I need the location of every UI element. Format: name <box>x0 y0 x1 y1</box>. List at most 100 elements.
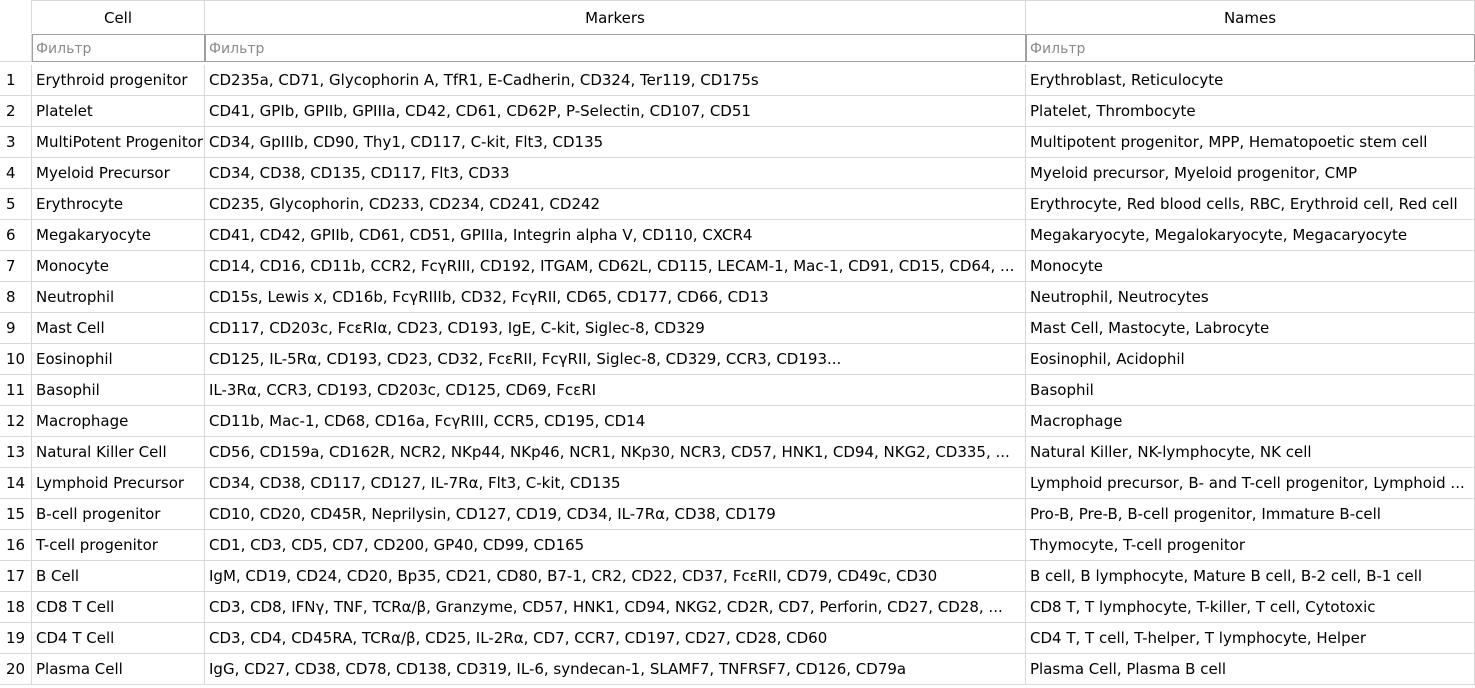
cell-name[interactable]: Plasma Cell <box>32 654 205 685</box>
cell-markers[interactable]: CD15s, Lewis x, CD16b, FcγRIIIb, CD32, F… <box>205 282 1026 313</box>
cell-names[interactable]: Thymocyte, T-cell progenitor <box>1026 530 1475 561</box>
cell-name[interactable]: Macrophage <box>32 406 205 437</box>
cell-names[interactable]: Mast Cell, Mastocyte, Labrocyte <box>1026 313 1475 344</box>
cell-markers[interactable]: CD14, CD16, CD11b, CCR2, FcγRIII, CD192,… <box>205 251 1026 282</box>
cell-name[interactable]: Erythroid progenitor <box>32 65 205 96</box>
table-row[interactable]: 3 MultiPotent Progenitor CD34, GpIIIb, CD9… <box>0 127 1475 158</box>
cell-name[interactable]: Erythrocyte <box>32 189 205 220</box>
table-row[interactable]: 4 Myeloid Precursor CD34, CD38, CD135, CD1… <box>0 158 1475 189</box>
cell-markers[interactable]: IL-3Rα, CCR3, CD193, CD203c, CD125, CD69… <box>205 375 1026 406</box>
row-number: 6 <box>0 220 32 251</box>
cell-markers[interactable]: CD10, CD20, CD45R, Neprilysin, CD127, CD… <box>205 499 1026 530</box>
table-row[interactable]: 2 Platelet CD41, GPIb, GPIIb, GPIIIa, CD42… <box>0 96 1475 127</box>
filter-input-markers[interactable]: Фильтр <box>205 34 1026 62</box>
cell-markers[interactable]: CD235, Glycophorin, CD233, CD234, CD241,… <box>205 189 1026 220</box>
table-row[interactable]: 9 Mast Cell CD117, CD203c, FcεRIα, CD23, C… <box>0 313 1475 344</box>
cell-name[interactable]: B-cell progenitor <box>32 499 205 530</box>
cell-names[interactable]: Natural Killer, NK-lymphocyte, NK cell <box>1026 437 1475 468</box>
cell-markers[interactable]: CD41, CD42, GPIIb, CD61, CD51, GPIIIa, I… <box>205 220 1026 251</box>
table-row[interactable]: 14 Lymphoid Precursor CD34, CD38, CD117, C… <box>0 468 1475 499</box>
cell-markers[interactable]: CD41, GPIb, GPIIb, GPIIIa, CD42, CD61, C… <box>205 96 1026 127</box>
cell-name[interactable]: CD8 T Cell <box>32 592 205 623</box>
row-number: 8 <box>0 282 32 313</box>
cell-markers[interactable]: CD34, GpIIIb, CD90, Thy1, CD117, C-kit, … <box>205 127 1026 158</box>
cell-names[interactable]: Megakaryocyte, Megalokaryocyte, Megacary… <box>1026 220 1475 251</box>
table-row[interactable]: 18 CD8 T Cell CD3, CD8, IFNγ, TNF, TCRα/β,… <box>0 592 1475 623</box>
cell-names[interactable]: Basophil <box>1026 375 1475 406</box>
cell-names[interactable]: Platelet, Thrombocyte <box>1026 96 1475 127</box>
cell-names[interactable]: Macrophage <box>1026 406 1475 437</box>
cell-name[interactable]: B Cell <box>32 561 205 592</box>
cell-markers[interactable]: CD3, CD8, IFNγ, TNF, TCRα/β, Granzyme, C… <box>205 592 1026 623</box>
cell-names[interactable]: Myeloid precursor, Myeloid progenitor, C… <box>1026 158 1475 189</box>
cell-names[interactable]: Eosinophil, Acidophil <box>1026 344 1475 375</box>
table-top-border <box>0 0 1475 1</box>
cell-markers[interactable]: IgM, CD19, CD24, CD20, Bp35, CD21, CD80,… <box>205 561 1026 592</box>
table-row[interactable]: 15 B-cell progenitor CD10, CD20, CD45R, Ne… <box>0 499 1475 530</box>
cell-name[interactable]: Lymphoid Precursor <box>32 468 205 499</box>
cell-names[interactable]: CD8 T, T lymphocyte, T-killer, T cell, C… <box>1026 592 1475 623</box>
cell-names[interactable]: Pro-B, Pre-B, B-cell progenitor, Immatur… <box>1026 499 1475 530</box>
row-number: 9 <box>0 313 32 344</box>
cell-names[interactable]: Erythrocyte, Red blood cells, RBC, Eryth… <box>1026 189 1475 220</box>
cell-names[interactable]: CD4 T, T cell, T-helper, T lymphocyte, H… <box>1026 623 1475 654</box>
cell-names[interactable]: Multipotent progenitor, MPP, Hematopoeti… <box>1026 127 1475 158</box>
table-row[interactable]: 13 Natural Killer Cell CD56, CD159a, CD162… <box>0 437 1475 468</box>
cell-names[interactable]: B cell, B lymphocyte, Mature B cell, B-2… <box>1026 561 1475 592</box>
cell-markers[interactable]: CD235a, CD71, Glycophorin A, TfR1, E-Cad… <box>205 65 1026 96</box>
cell-markers[interactable]: CD117, CD203c, FcεRIα, CD23, CD193, IgE,… <box>205 313 1026 344</box>
filter-input-names[interactable]: Фильтр <box>1026 34 1475 62</box>
cell-names[interactable]: Lymphoid precursor, B- and T-cell progen… <box>1026 468 1475 499</box>
cell-markers[interactable]: IgG, CD27, CD38, CD78, CD138, CD319, IL-… <box>205 654 1026 685</box>
cell-name[interactable]: Megakaryocyte <box>32 220 205 251</box>
corner-header <box>0 0 32 33</box>
table-row[interactable]: 11 Basophil IL-3Rα, CCR3, CD193, CD203c, C… <box>0 375 1475 406</box>
cell-names[interactable]: Monocyte <box>1026 251 1475 282</box>
table-row[interactable]: 20 Plasma Cell IgG, CD27, CD38, CD78, CD13… <box>0 654 1475 685</box>
cell-name[interactable]: Eosinophil <box>32 344 205 375</box>
cell-markers[interactable]: CD3, CD4, CD45RA, TCRα/β, CD25, IL-2Rα, … <box>205 623 1026 654</box>
cell-name[interactable]: Basophil <box>32 375 205 406</box>
table-row[interactable]: 6 Megakaryocyte CD41, CD42, GPIIb, CD61, C… <box>0 220 1475 251</box>
cell-name[interactable]: Neutrophil <box>32 282 205 313</box>
cell-name[interactable]: Mast Cell <box>32 313 205 344</box>
row-number: 11 <box>0 375 32 406</box>
cell-name[interactable]: T-cell progenitor <box>32 530 205 561</box>
table-row[interactable]: 7 Monocyte CD14, CD16, CD11b, CCR2, FcγRII… <box>0 251 1475 282</box>
cell-markers[interactable]: CD34, CD38, CD135, CD117, Flt3, CD33 <box>205 158 1026 189</box>
column-header-markers[interactable]: Markers <box>205 0 1026 33</box>
row-number: 18 <box>0 592 32 623</box>
row-number: 20 <box>0 654 32 685</box>
column-header-cell[interactable]: Cell <box>32 0 205 33</box>
cell-markers[interactable]: CD125, IL-5Rα, CD193, CD23, CD32, FcεRII… <box>205 344 1026 375</box>
filter-row-spacer <box>0 34 32 62</box>
table-row[interactable]: 19 CD4 T Cell CD3, CD4, CD45RA, TCRα/β, CD… <box>0 623 1475 654</box>
cell-markers[interactable]: CD34, CD38, CD117, CD127, IL-7Rα, Flt3, … <box>205 468 1026 499</box>
cell-name[interactable]: CD4 T Cell <box>32 623 205 654</box>
column-header-names[interactable]: Names <box>1026 0 1475 33</box>
table-row[interactable]: 12 Macrophage CD11b, Mac-1, CD68, CD16a, F… <box>0 406 1475 437</box>
row-number: 14 <box>0 468 32 499</box>
row-number: 5 <box>0 189 32 220</box>
cell-names[interactable]: Erythroblast, Reticulocyte <box>1026 65 1475 96</box>
table-row[interactable]: 8 Neutrophil CD15s, Lewis x, CD16b, FcγRII… <box>0 282 1475 313</box>
cell-name[interactable]: Monocyte <box>32 251 205 282</box>
cell-name[interactable]: Natural Killer Cell <box>32 437 205 468</box>
cell-name[interactable]: Platelet <box>32 96 205 127</box>
cell-names[interactable]: Plasma Cell, Plasma B cell <box>1026 654 1475 685</box>
cell-markers[interactable]: CD56, CD159a, CD162R, NCR2, NKp44, NKp46… <box>205 437 1026 468</box>
cell-names[interactable]: Neutrophil, Neutrocytes <box>1026 282 1475 313</box>
row-number: 12 <box>0 406 32 437</box>
table-row[interactable]: 1 Erythroid progenitor CD235a, CD71, Glyco… <box>0 65 1475 96</box>
row-number: 1 <box>0 65 32 96</box>
cell-name[interactable]: Myeloid Precursor <box>32 158 205 189</box>
table-row[interactable]: 5 Erythrocyte CD235, Glycophorin, CD233, C… <box>0 189 1475 220</box>
cell-name[interactable]: MultiPotent Progenitor <box>32 127 205 158</box>
cell-markers[interactable]: CD11b, Mac-1, CD68, CD16a, FcγRIII, CCR5… <box>205 406 1026 437</box>
filter-input-cell[interactable]: Фильтр <box>32 34 205 62</box>
cell-markers[interactable]: CD1, CD3, CD5, CD7, CD200, GP40, CD99, C… <box>205 530 1026 561</box>
table-row[interactable]: 10 Eosinophil CD125, IL-5Rα, CD193, CD23, … <box>0 344 1475 375</box>
row-number: 13 <box>0 437 32 468</box>
table-row[interactable]: 17 B Cell IgM, CD19, CD24, CD20, Bp35, CD2… <box>0 561 1475 592</box>
table-row[interactable]: 16 T-cell progenitor CD1, CD3, CD5, CD7, C… <box>0 530 1475 561</box>
